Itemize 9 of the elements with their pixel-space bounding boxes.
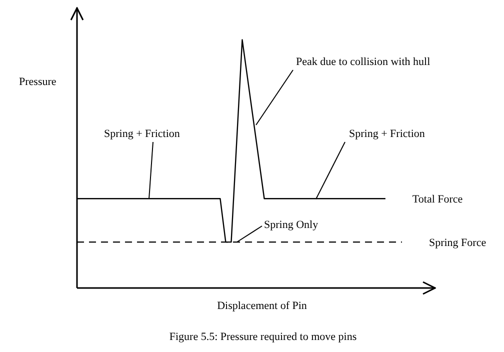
annotation: Spring + Friction xyxy=(349,128,426,140)
annotation: Peak due to collision with hull xyxy=(296,56,430,68)
y-axis-title: Pressure xyxy=(19,76,56,88)
text: Total Force xyxy=(412,194,463,206)
annotation: Spring Only xyxy=(264,218,319,231)
annotation: Spring + Friction xyxy=(104,128,180,140)
text: Spring Force xyxy=(428,236,486,249)
x-axis-title: Displacement of Pin xyxy=(217,300,308,312)
caption: Figure 5.5: Pressure required to move pins xyxy=(169,330,357,343)
